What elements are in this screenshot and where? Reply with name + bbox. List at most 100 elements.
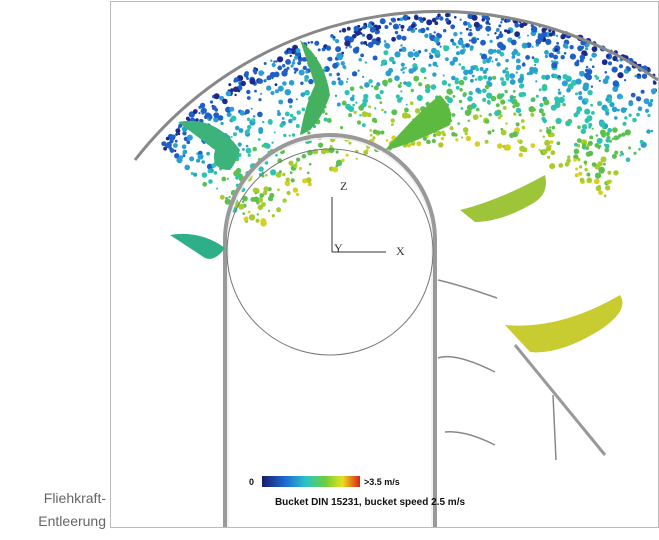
particle	[530, 112, 535, 117]
particle	[618, 133, 622, 138]
particle	[246, 89, 251, 95]
particle	[369, 129, 373, 132]
particle	[355, 157, 358, 160]
particle	[574, 173, 579, 178]
particle	[245, 144, 249, 148]
particle	[259, 193, 265, 198]
particle	[594, 74, 598, 78]
particle	[267, 119, 273, 124]
particle	[277, 112, 281, 116]
particle	[492, 75, 497, 80]
particle	[230, 88, 234, 93]
particle	[546, 127, 549, 130]
particle	[400, 24, 405, 29]
particle	[273, 131, 276, 134]
particle	[518, 152, 523, 157]
particle	[260, 92, 263, 95]
particle	[431, 17, 437, 23]
particle	[385, 139, 389, 142]
particle	[389, 56, 395, 62]
particle	[541, 112, 546, 117]
particle	[441, 80, 448, 86]
particle	[228, 83, 232, 87]
particle	[495, 29, 499, 33]
particle	[472, 40, 475, 43]
particle	[335, 150, 339, 154]
particle	[414, 15, 419, 21]
particle	[381, 108, 384, 112]
particle	[182, 131, 187, 136]
particle	[499, 31, 502, 34]
particle	[314, 40, 320, 46]
particle	[326, 118, 332, 123]
particle	[619, 154, 622, 157]
particle	[548, 52, 554, 58]
particle	[296, 192, 300, 197]
particle	[266, 85, 272, 91]
particle	[604, 71, 608, 74]
particle	[285, 59, 291, 65]
particle	[237, 142, 242, 147]
particle	[487, 33, 490, 37]
particle	[328, 146, 335, 154]
colorbar-label: 0	[249, 477, 254, 487]
particle	[467, 119, 470, 122]
particle	[252, 146, 257, 152]
particle	[486, 21, 489, 24]
particle	[240, 80, 246, 87]
particle	[412, 67, 417, 72]
axis-label: X	[396, 244, 405, 258]
particle	[379, 90, 384, 95]
particle	[491, 60, 494, 63]
particle	[578, 95, 583, 101]
particle	[505, 77, 510, 81]
particle	[633, 151, 637, 155]
particle	[301, 154, 307, 159]
particle	[273, 71, 280, 78]
particle	[425, 87, 431, 94]
particle	[525, 55, 530, 60]
particle	[445, 17, 450, 23]
particle	[606, 54, 610, 58]
particle	[253, 196, 259, 203]
axes-triad: Z Y X	[331, 179, 405, 258]
particle	[551, 30, 556, 34]
particle	[338, 80, 344, 86]
particle	[549, 140, 554, 144]
particle	[556, 141, 561, 146]
particle	[348, 113, 353, 118]
particle	[351, 71, 358, 77]
particle	[509, 79, 516, 85]
particle	[335, 164, 339, 168]
particle	[201, 160, 205, 164]
particle	[293, 163, 298, 168]
particle	[244, 109, 250, 115]
particle	[457, 122, 461, 125]
particle	[388, 22, 392, 26]
particle	[277, 65, 283, 71]
particle	[534, 63, 537, 67]
particle	[258, 166, 264, 172]
particle	[289, 171, 293, 175]
particle	[486, 100, 491, 104]
particle	[569, 53, 577, 60]
particle	[171, 134, 176, 139]
particle	[555, 34, 559, 38]
particle	[400, 44, 403, 47]
particle	[325, 45, 332, 51]
particle	[574, 61, 580, 67]
particle	[397, 84, 402, 88]
particle	[369, 26, 376, 33]
particle	[346, 26, 351, 31]
particle	[168, 146, 173, 150]
particle	[534, 71, 538, 75]
particle	[353, 25, 360, 32]
particle	[336, 102, 341, 107]
particle	[484, 84, 490, 90]
particle	[538, 108, 544, 114]
particle	[442, 74, 445, 77]
particle	[436, 65, 439, 68]
particle	[385, 62, 388, 65]
particle	[579, 108, 583, 112]
particle	[488, 113, 492, 117]
